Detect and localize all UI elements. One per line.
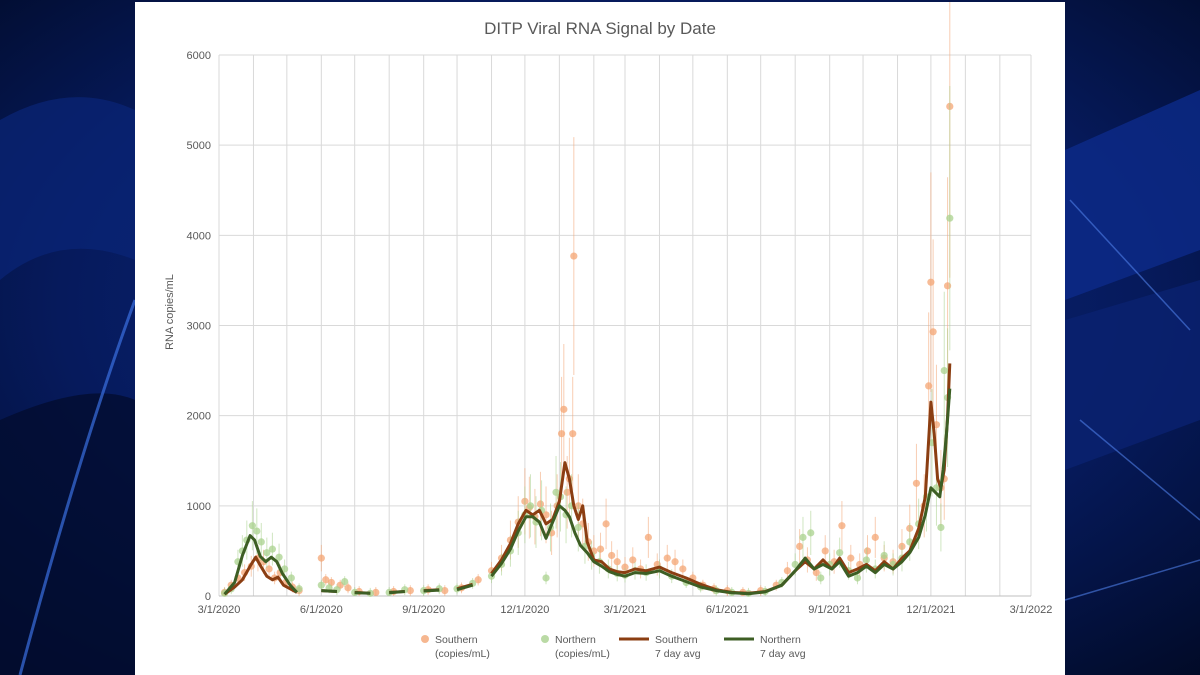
gridlines bbox=[218, 54, 1032, 597]
southern-data-point bbox=[406, 586, 414, 595]
northern-data-point bbox=[263, 549, 271, 557]
y-tick-label: 5000 bbox=[187, 140, 211, 152]
southern-data-point bbox=[644, 533, 652, 541]
southern-data-point bbox=[671, 558, 679, 566]
southern-data-point bbox=[912, 479, 921, 487]
southern-data-point bbox=[613, 558, 621, 566]
legend-point-marker bbox=[541, 635, 549, 643]
x-tick-label: 9/1/2021 bbox=[808, 604, 851, 616]
southern-data-point bbox=[608, 551, 616, 560]
northern-data-point bbox=[836, 549, 844, 557]
northern-data-point bbox=[317, 581, 325, 589]
legend-label: 7 day avg bbox=[655, 648, 701, 660]
southern-data-point bbox=[796, 542, 804, 551]
legend-label: Northern bbox=[555, 634, 596, 646]
southern-data-point bbox=[474, 576, 482, 584]
southern-data-point bbox=[838, 522, 846, 530]
legend-point-marker bbox=[421, 635, 429, 643]
chart-svg: DITP Viral RNA Signal by Date RNA copies… bbox=[164, 2, 1053, 660]
northern-data-point bbox=[799, 533, 807, 541]
chart-title: DITP Viral RNA Signal by Date bbox=[484, 19, 716, 38]
northern-data-point bbox=[295, 585, 303, 593]
southern-data-point bbox=[596, 545, 605, 553]
legend-label: (copies/mL) bbox=[555, 648, 610, 660]
southern-data-point bbox=[679, 565, 687, 573]
northern-data-point bbox=[248, 522, 256, 530]
northern-points bbox=[220, 85, 954, 597]
y-tick-label: 4000 bbox=[187, 230, 211, 242]
northern-data-point bbox=[287, 574, 295, 582]
x-tick-label: 3/1/2020 bbox=[198, 604, 241, 616]
southern-data-point bbox=[542, 511, 550, 519]
x-tick-label: 3/1/2022 bbox=[1010, 604, 1053, 616]
legend-item: Northern (copies/mL) bbox=[541, 634, 610, 660]
southern-data-point bbox=[570, 252, 578, 260]
southern-data-point bbox=[663, 554, 671, 562]
y-tick-label: 0 bbox=[205, 591, 211, 603]
northern-data-point bbox=[937, 523, 945, 532]
southern-data-point bbox=[569, 430, 577, 438]
y-tick-label: 6000 bbox=[187, 50, 211, 62]
southern-data-point bbox=[847, 554, 855, 562]
x-tick-label: 12/1/2020 bbox=[500, 604, 549, 616]
x-tick-label: 3/1/2021 bbox=[604, 604, 647, 616]
southern-data-point bbox=[812, 568, 820, 577]
northern-data-point bbox=[862, 556, 870, 564]
legend: Southern(copies/mL)Northern(copies/mL)So… bbox=[421, 634, 806, 660]
southern-data-point bbox=[344, 584, 352, 592]
x-tick-label: 9/1/2020 bbox=[402, 604, 445, 616]
southern-data-point bbox=[441, 586, 449, 595]
southern-data-point bbox=[629, 556, 637, 564]
southern-data-point bbox=[821, 547, 829, 555]
southern-data-point bbox=[317, 554, 325, 562]
southern-data-point bbox=[372, 588, 380, 596]
plot-area bbox=[220, 2, 954, 597]
southern-data-point bbox=[602, 520, 610, 528]
southern-data-point bbox=[322, 576, 330, 584]
legend-label: 7 day avg bbox=[760, 648, 806, 660]
northern-data-point bbox=[946, 214, 954, 222]
southern-points bbox=[220, 2, 954, 596]
southern-data-point bbox=[863, 547, 872, 555]
southern-data-point bbox=[929, 328, 937, 336]
northern-data-point bbox=[526, 502, 535, 510]
northern-data-point bbox=[257, 538, 265, 546]
x-tick-label: 6/1/2021 bbox=[706, 604, 749, 616]
chart-card: DITP Viral RNA Signal by Date RNA copies… bbox=[135, 2, 1065, 675]
x-tick-label: 6/1/2020 bbox=[300, 604, 343, 616]
northern-data-point bbox=[940, 366, 948, 375]
northern-data-point bbox=[807, 529, 815, 537]
northern-data-point bbox=[880, 551, 888, 560]
y-tick-label: 2000 bbox=[187, 411, 211, 423]
y-axis-title: RNA copies/mL bbox=[164, 274, 176, 350]
tick-labels: 0 1000 2000 3000 4000 5000 6000 3/1/2020 6/1/202… bbox=[187, 50, 1053, 616]
northern-data-point bbox=[341, 577, 349, 586]
x-tick-label: 12/1/2021 bbox=[906, 604, 955, 616]
southern-data-point bbox=[871, 533, 879, 541]
northern-data-point bbox=[853, 574, 862, 582]
legend-label: Southern bbox=[435, 634, 478, 646]
northern-data-point bbox=[268, 545, 276, 553]
southern-data-point bbox=[783, 567, 792, 575]
northern-data-point bbox=[275, 553, 283, 561]
southern-7-day-avg-line bbox=[223, 363, 952, 596]
northern-data-point bbox=[817, 574, 825, 582]
legend-label: Southern bbox=[655, 634, 698, 646]
southern-data-point bbox=[536, 500, 545, 508]
y-tick-label: 1000 bbox=[187, 501, 211, 513]
southern-data-point bbox=[560, 405, 568, 413]
northern-data-point bbox=[253, 527, 261, 535]
legend-label: (copies/mL) bbox=[435, 648, 490, 660]
legend-item: Southern 7 day avg bbox=[619, 634, 701, 660]
legend-item: Southern (copies/mL) bbox=[421, 634, 490, 660]
y-tick-label: 3000 bbox=[187, 321, 211, 333]
northern-7-day-avg-line bbox=[223, 388, 952, 596]
legend-label: Northern bbox=[760, 634, 801, 646]
northern-data-point bbox=[574, 523, 582, 532]
northern-data-point bbox=[281, 565, 289, 573]
southern-data-point bbox=[621, 563, 629, 571]
northern-data-point bbox=[552, 488, 560, 496]
legend-item: Northern 7 day avg bbox=[724, 634, 806, 660]
northern-data-point bbox=[542, 574, 550, 582]
